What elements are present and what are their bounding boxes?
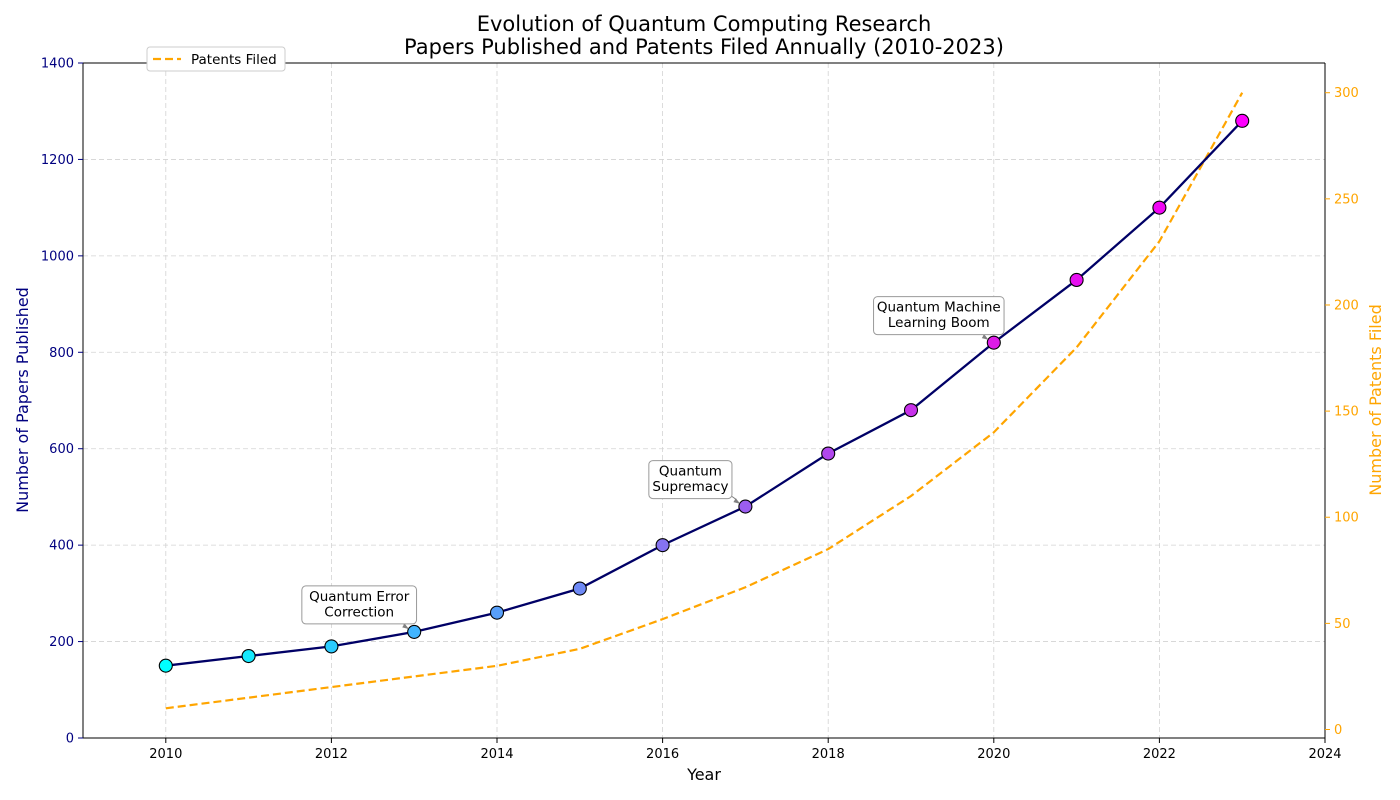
papers-series <box>158 113 1250 673</box>
x-tick-label: 2010 <box>149 747 182 762</box>
annotation-text: Supremacy <box>652 479 728 495</box>
papers-line <box>165 120 1244 667</box>
x-tick-label: 2012 <box>315 747 348 762</box>
papers-point <box>489 605 505 620</box>
papers-point <box>821 446 836 461</box>
annotation-text: Quantum Error <box>309 589 410 605</box>
patents-series <box>165 92 1244 710</box>
axes: 2010 2012 2014 2016 2018 2020 2022 2024 0 200 400 6… <box>41 57 1359 763</box>
y-axis-left-label: Number of Papers Published <box>13 287 32 513</box>
y-left-tick-label: 200 <box>49 635 74 650</box>
y-right-tick-label: 200 <box>1334 298 1359 313</box>
y-right-tick-label: 0 <box>1334 723 1342 738</box>
annotation-box <box>873 296 1005 336</box>
papers-point <box>407 624 422 639</box>
chart-title-line2: Papers Published and Patents Filed Annua… <box>404 35 1004 59</box>
x-tick-label: 2022 <box>1143 747 1176 762</box>
papers-point <box>738 499 753 514</box>
legend-label-patents: Patents Filed <box>191 52 277 68</box>
papers-point <box>903 403 919 418</box>
x-tick-label: 2024 <box>1308 747 1341 762</box>
x-tick-label: 2016 <box>646 747 679 762</box>
papers-point <box>1235 113 1250 128</box>
chart-title-line1: Evolution of Quantum Computing Research <box>477 12 932 36</box>
y-right-tick-label: 300 <box>1334 86 1359 101</box>
papers-point <box>1152 200 1167 215</box>
papers-point <box>158 658 173 673</box>
y-left-tick-label: 1000 <box>41 249 74 264</box>
annotation-box <box>301 585 418 625</box>
legend-box <box>146 46 286 72</box>
y-left-tick-label: 1200 <box>41 153 74 168</box>
y-right-tick-label: 250 <box>1334 192 1359 207</box>
papers-point <box>986 335 1001 350</box>
y-right-tick-label: 100 <box>1334 511 1359 526</box>
annotation-arrowhead <box>402 623 409 629</box>
y-left-tick-label: 0 <box>66 732 74 747</box>
annotation-text: Quantum Machine <box>877 300 1001 316</box>
papers-point <box>655 538 670 553</box>
papers-point <box>572 581 587 596</box>
papers-point <box>324 639 339 654</box>
y-left-tick-label: 600 <box>49 442 74 457</box>
annotation-box <box>648 460 733 500</box>
annotation-text: Correction <box>324 604 394 620</box>
x-tick-label: 2018 <box>812 747 845 762</box>
legend: Patents Filed <box>146 46 286 72</box>
y-right-tick-label: 150 <box>1334 405 1359 420</box>
annotation-arrowhead <box>733 498 740 504</box>
annotation-text: Quantum <box>659 464 722 480</box>
papers-point <box>241 648 256 664</box>
y-right-tick-label: 50 <box>1334 617 1351 632</box>
annotation-text: Learning Boom <box>888 315 990 331</box>
patents-line <box>165 92 1244 710</box>
x-tick-label: 2014 <box>480 747 513 762</box>
x-tick-label: 2020 <box>977 747 1010 762</box>
y-axis-right-label: Number of Patents Filed <box>1366 304 1385 495</box>
y-left-tick-label: 1400 <box>41 57 74 72</box>
x-axis-label: Year <box>686 765 721 784</box>
y-left-tick-label: 800 <box>49 346 74 361</box>
y-left-tick-label: 400 <box>49 539 74 554</box>
annotation-arrowhead <box>981 334 988 340</box>
papers-point <box>1069 272 1084 288</box>
